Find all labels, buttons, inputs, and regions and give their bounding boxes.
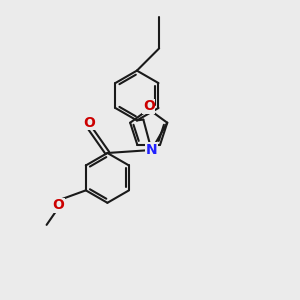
Text: O: O (83, 116, 95, 130)
Text: O: O (53, 198, 64, 212)
Text: O: O (143, 99, 154, 113)
Text: N: N (146, 143, 157, 157)
